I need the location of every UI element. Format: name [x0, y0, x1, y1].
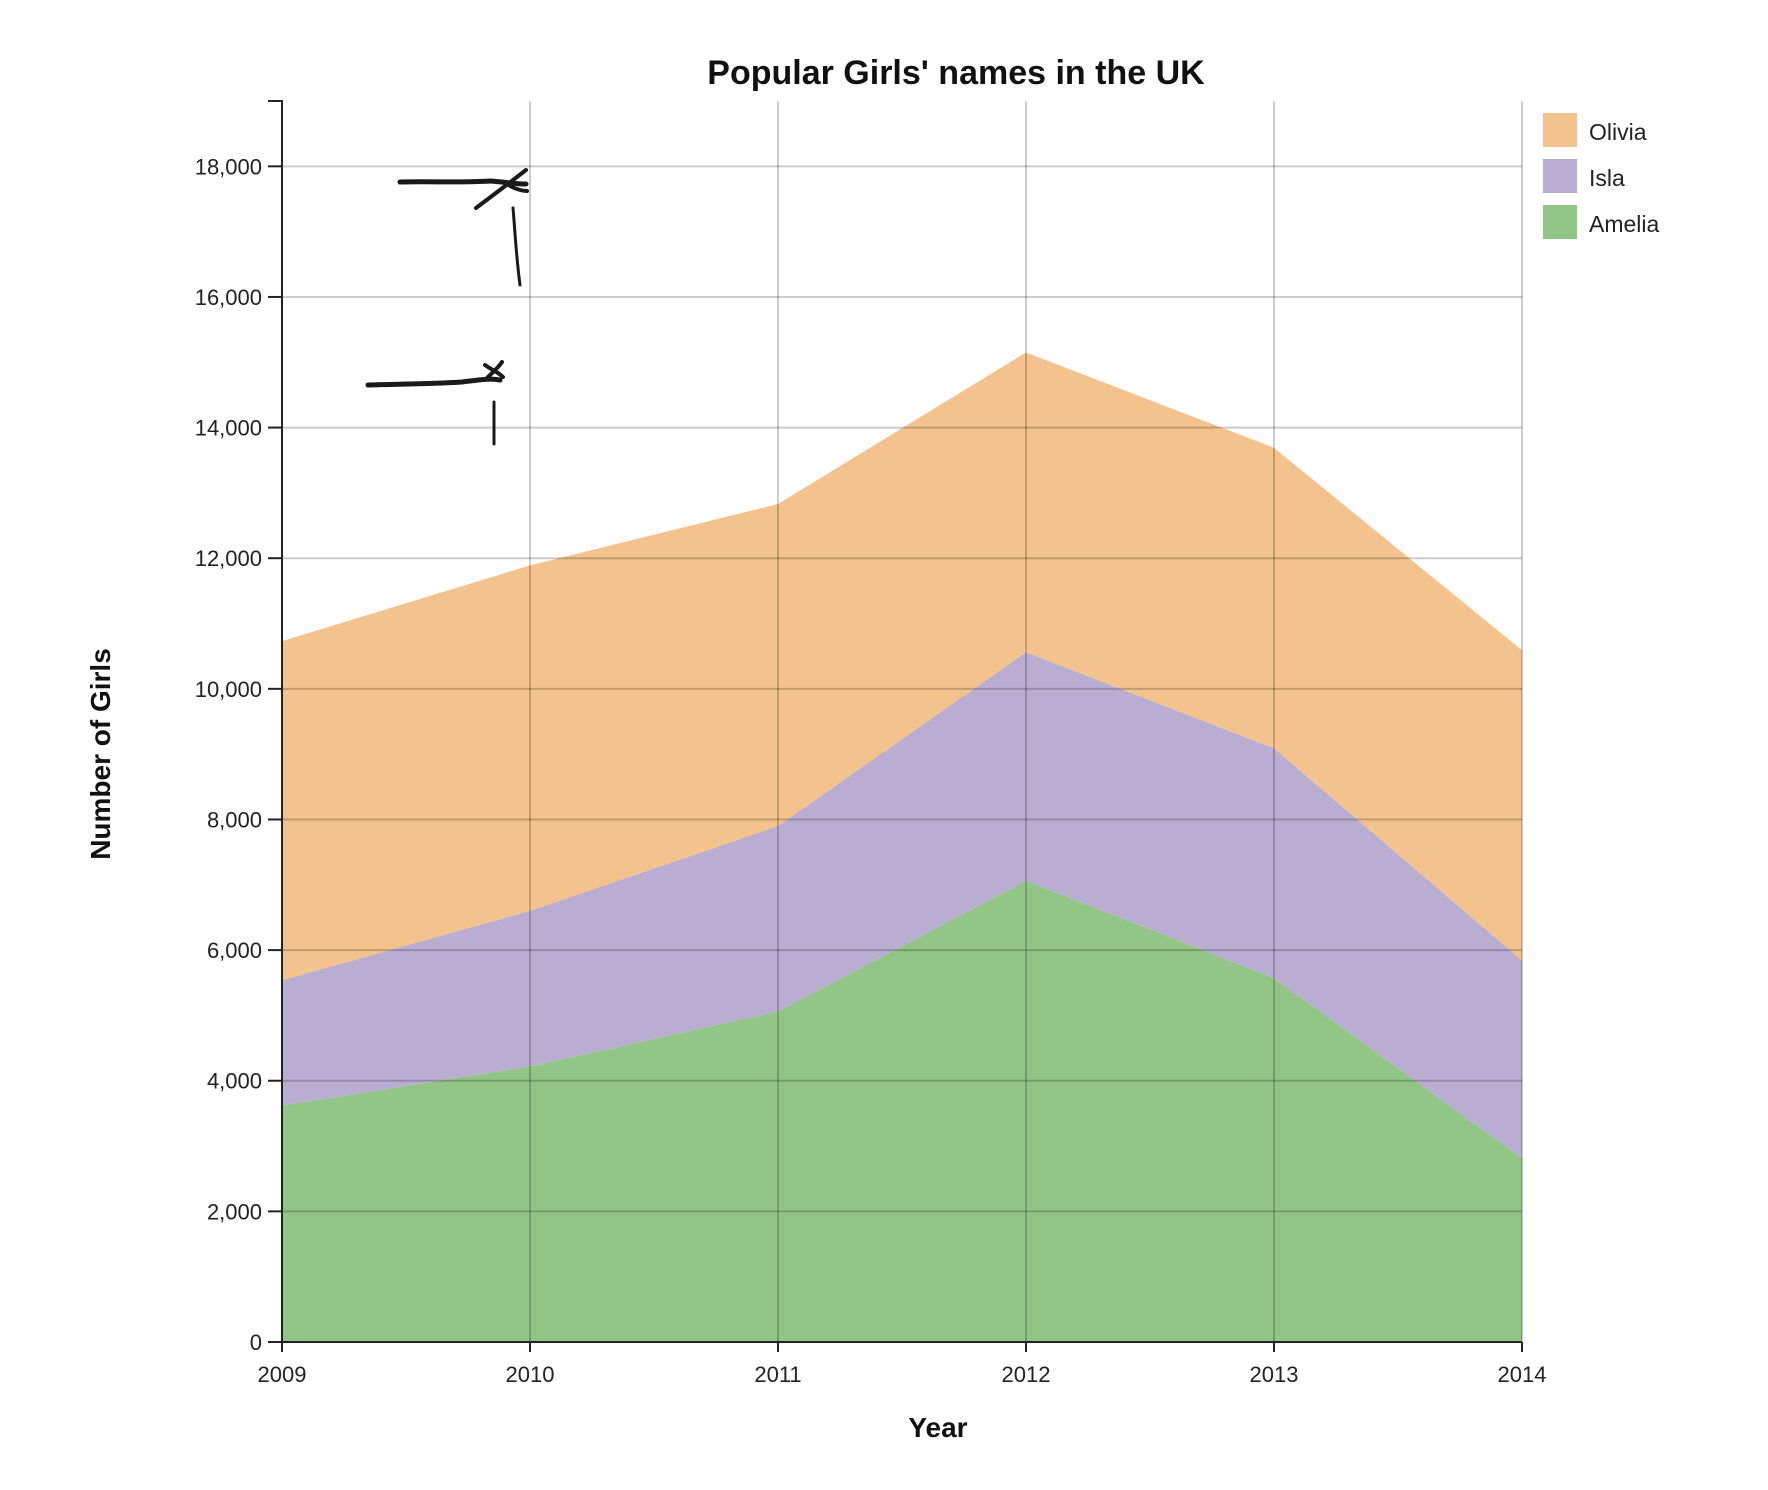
- y-axis-ticks: 0 2,000 4,000 6,000 8,000 10,000 12,000 14,000 1…: [195, 154, 282, 1355]
- area-layers: [282, 352, 1522, 1342]
- legend-label: Amelia: [1589, 211, 1660, 237]
- y-axis-label: Number of Girls: [85, 648, 116, 860]
- x-axis-label: Year: [908, 1412, 967, 1443]
- y-tick-label: 12,000: [195, 546, 262, 571]
- legend-label: Isla: [1589, 165, 1625, 191]
- grid-lines: [282, 101, 1523, 1342]
- y-tick-label: 10,000: [195, 677, 262, 702]
- y-tick-label: 18,000: [195, 154, 262, 179]
- y-tick-label: 2,000: [207, 1199, 262, 1224]
- area-amelia: [282, 880, 1522, 1342]
- legend-swatch: [1543, 205, 1577, 239]
- axes: [268, 100, 1522, 1343]
- y-tick-label: 14,000: [195, 416, 262, 441]
- x-tick-label: 2012: [1002, 1362, 1051, 1387]
- y-tick-label: 4,000: [207, 1069, 262, 1094]
- area-olivia: [282, 352, 1522, 981]
- y-tick-label: 16,000: [195, 285, 262, 310]
- x-tick-label: 2013: [1250, 1362, 1299, 1387]
- x-tick-label: 2009: [258, 1362, 307, 1387]
- legend-label: Olivia: [1589, 119, 1647, 145]
- x-tick-label: 2010: [506, 1362, 555, 1387]
- legend-item-isla: Isla: [1543, 159, 1625, 193]
- x-axis-ticks: 2009 2010 2011 2012 2013 2014: [258, 1342, 1547, 1387]
- x-tick-label: 2014: [1498, 1362, 1547, 1387]
- y-tick-label: 8,000: [207, 807, 262, 832]
- legend-item-olivia: Olivia: [1543, 113, 1647, 147]
- y-tick-label: 6,000: [207, 938, 262, 963]
- legend-swatch: [1543, 159, 1577, 193]
- axis-lines: [268, 100, 1522, 1343]
- area-isla: [282, 652, 1522, 1159]
- handwritten-scribble: [365, 168, 529, 446]
- legend-item-amelia: Amelia: [1543, 205, 1660, 239]
- chart-title: Popular Girls' names in the UK: [707, 54, 1205, 92]
- legend-swatch: [1543, 113, 1577, 147]
- legend: Olivia Isla Amelia: [1543, 113, 1660, 239]
- y-tick-label: 0: [250, 1330, 262, 1355]
- x-tick-label: 2011: [754, 1362, 801, 1387]
